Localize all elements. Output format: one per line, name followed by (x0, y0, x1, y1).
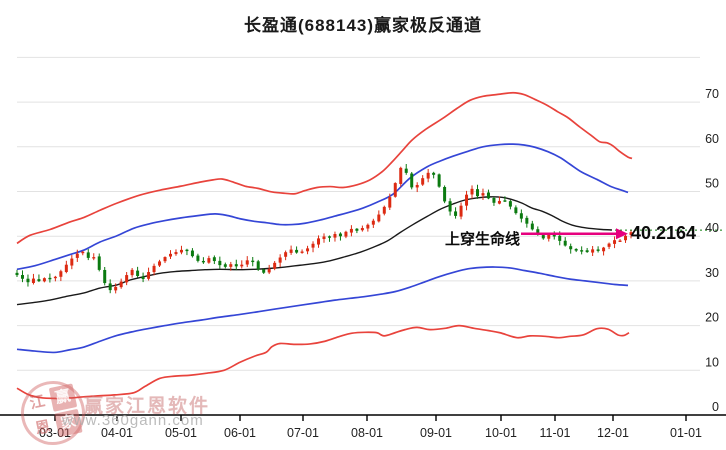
x-axis-tick-label: 07-01 (287, 426, 319, 440)
y-axis-tick-label: 10 (705, 355, 719, 369)
channel-line-upper-blue (16, 143, 629, 271)
x-axis-tick-label: 09-01 (420, 426, 452, 440)
y-axis-tick-label: 40 (705, 221, 719, 235)
x-axis-tick-label: 05-01 (165, 426, 197, 440)
x-axis: 03-01 04-01 05-01 06-01 07-01 08-01 09-01 10-01… (0, 414, 726, 440)
channel-line-lower-blue (16, 266, 629, 354)
channel-line-lower-red (16, 324, 630, 400)
channel-line-lifeline (16, 196, 613, 306)
lifeline-value-label: 40.2164 (631, 223, 697, 243)
x-axis-tick-label: 12-01 (597, 426, 629, 440)
channel-line-upper-red (16, 91, 633, 245)
x-axis-tick-label: 06-01 (224, 426, 256, 440)
candles (15, 164, 633, 294)
y-axis-tick-label: 60 (705, 132, 719, 146)
watermark-brand-text: 赢家江恩软件 (84, 396, 211, 417)
seal-char: 赢 (48, 383, 78, 412)
y-axis: 0 10 20 30 40 50 60 70 (705, 87, 719, 414)
x-axis-tick-label: 08-01 (351, 426, 383, 440)
y-axis-tick-label: 50 (705, 177, 719, 191)
x-axis-tick-label: 03-01 (39, 426, 71, 440)
y-axis-tick-label: 70 (705, 87, 719, 101)
x-axis-tick-label: 10-01 (485, 426, 517, 440)
y-axis-tick-label: 0 (712, 400, 719, 414)
gridlines (17, 56, 700, 371)
y-axis-tick-label: 20 (705, 311, 719, 325)
watermark-url-text: www.360gann.com (62, 412, 204, 429)
chart-title: 长盈通(688143)赢家极反通道 (243, 16, 483, 35)
seal-char: 恩 (33, 418, 52, 438)
y-axis-tick-label: 30 (705, 266, 719, 280)
cross-lifeline-annotation: 上穿生命线 (444, 231, 520, 248)
seal-char: 江 (28, 392, 47, 413)
x-axis-tick-label: 01-01 (670, 426, 702, 440)
x-axis-tick-label: 11-01 (539, 426, 570, 440)
x-axis-tick-label: 04-01 (101, 426, 133, 440)
cross-arrow-head (616, 228, 628, 240)
